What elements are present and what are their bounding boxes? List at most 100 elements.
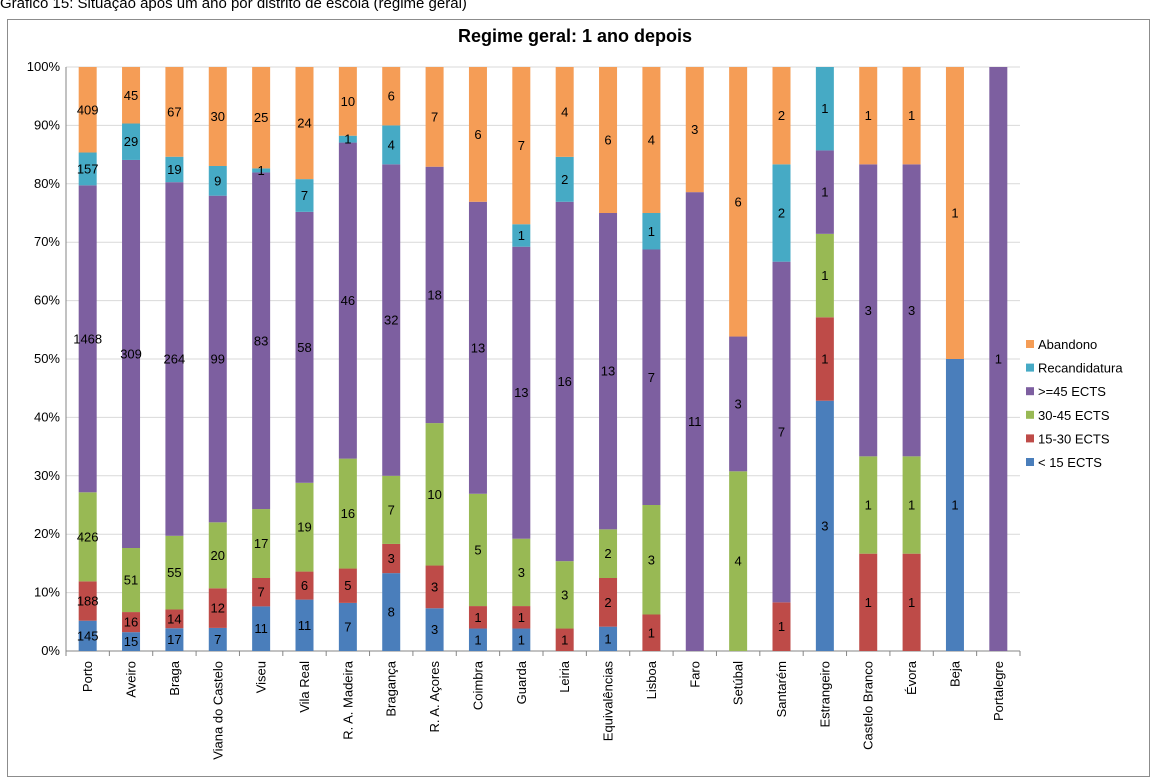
data-label: 51 (124, 573, 138, 588)
data-label: 12 (211, 601, 225, 616)
legend-swatch (1026, 387, 1034, 396)
bar-segment (772, 164, 791, 262)
bar-segment (78, 620, 97, 651)
data-label: 1 (474, 632, 481, 647)
bar-segment (295, 599, 314, 651)
data-label: 5 (474, 542, 481, 557)
bar-segment (512, 538, 531, 607)
y-tick-label: 90% (34, 117, 60, 132)
bar-segment (165, 628, 184, 651)
data-label: 1 (344, 132, 351, 147)
data-label: 1 (821, 352, 828, 367)
bar-segment (555, 561, 574, 629)
bar-segment (815, 150, 834, 234)
bar-segment (165, 182, 184, 536)
bar-segment (468, 628, 487, 651)
data-label: 18 (427, 287, 441, 302)
data-label: 6 (301, 578, 308, 593)
bar-segment (599, 529, 618, 578)
data-label: 309 (120, 346, 142, 361)
x-tick-label: Porto (80, 661, 95, 692)
bar-segment (468, 493, 487, 607)
bar-segment (772, 67, 791, 165)
bar-segment (382, 164, 401, 476)
bar-segment (468, 201, 487, 494)
data-label: 6 (388, 89, 395, 104)
x-axis-ticks: Porto Aveiro Braga Viana do Castelo Viseu Vil… (65, 651, 1021, 760)
data-label: 5 (344, 578, 351, 593)
data-label: 10 (341, 94, 355, 109)
data-label: 3 (821, 518, 828, 533)
data-label: 1 (518, 610, 525, 625)
legend-item-label: < 15 ECTS (1038, 455, 1102, 470)
data-label: 3 (908, 303, 915, 318)
data-label: 46 (341, 293, 355, 308)
data-label: 20 (211, 548, 225, 563)
data-label: 6 (474, 127, 481, 142)
data-label: 4 (735, 554, 742, 569)
bar-segment (382, 475, 401, 544)
bar-segment (642, 614, 661, 651)
chart-frame (7, 19, 1150, 777)
data-label: 1 (908, 595, 915, 610)
data-label: 1 (821, 268, 828, 283)
bar-segment (468, 606, 487, 629)
bar-segment (252, 67, 271, 169)
bar-segment (555, 201, 574, 562)
bar-segment (425, 565, 444, 609)
data-label: 1 (821, 101, 828, 116)
bar-segment (122, 548, 141, 613)
data-label: 11 (254, 621, 268, 636)
data-label: 4 (648, 133, 655, 148)
bar-segment (122, 632, 141, 651)
bar-segment (252, 509, 271, 578)
bar-segment (425, 608, 444, 651)
data-label: 17 (167, 632, 181, 647)
data-label: 1 (951, 206, 958, 221)
legend-item-label: Recandidatura (1038, 361, 1123, 376)
data-label: 1 (865, 108, 872, 123)
data-label: 3 (431, 622, 438, 637)
bar-segment (208, 195, 227, 523)
data-label: 55 (167, 565, 181, 580)
bar-segment (945, 67, 964, 359)
bar-segment (599, 213, 618, 530)
bar-segment (512, 628, 531, 651)
bar-segment (902, 67, 921, 165)
x-tick-label: Aveiro (124, 661, 139, 698)
data-label: 19 (297, 520, 311, 535)
bar-segment (729, 336, 748, 472)
data-label: 15 (124, 634, 138, 649)
x-tick-label: Faro (687, 661, 702, 688)
data-label: 29 (124, 134, 138, 149)
data-label: 3 (735, 396, 742, 411)
bar-segment (902, 456, 921, 554)
bar-segment (165, 156, 184, 183)
x-tick-label: Leiria (557, 660, 572, 693)
y-tick-label: 80% (34, 176, 60, 191)
bar-segment (555, 628, 574, 651)
bar-segment (599, 67, 618, 213)
bar-segment (252, 606, 271, 651)
data-label: 1 (648, 625, 655, 640)
data-label: 1 (951, 498, 958, 513)
bar-segment (252, 578, 271, 607)
data-label: 3 (518, 565, 525, 580)
bar-segment (815, 317, 834, 401)
data-label: 264 (164, 352, 186, 367)
data-label: 3 (431, 579, 438, 594)
y-tick-label: 10% (34, 585, 60, 600)
x-tick-label: R. A. Madeira (340, 660, 355, 740)
data-label: 145 (77, 628, 99, 643)
bar-segment (338, 568, 357, 603)
bar-segment (295, 211, 314, 483)
data-label: 24 (297, 116, 311, 131)
data-label: 58 (297, 340, 311, 355)
data-label: 7 (344, 619, 351, 634)
bar-segment (512, 246, 531, 539)
data-label: 1 (258, 163, 265, 178)
y-tick-label: 20% (34, 526, 60, 541)
data-label: 17 (254, 536, 268, 551)
legend-swatch (1026, 458, 1034, 466)
data-label: 2 (778, 108, 785, 123)
